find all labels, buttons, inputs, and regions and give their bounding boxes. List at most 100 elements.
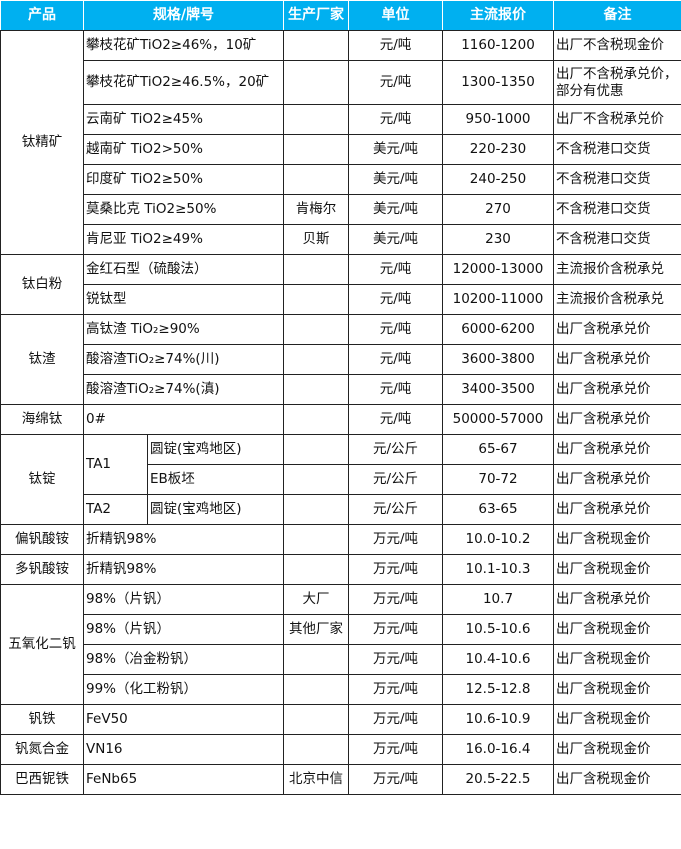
- note-cell: 出厂含税现金价: [553, 674, 681, 705]
- price-cell: 10.4-10.6: [442, 644, 554, 675]
- grade-cell: TA2: [83, 494, 148, 525]
- table-row: 99%（化工粉钒） 万元/吨 12.5-12.8 出厂含税现金价: [1, 674, 681, 705]
- maker-cell: [283, 134, 349, 165]
- product-cell: 钛白粉: [0, 254, 84, 315]
- unit-cell: 元/吨: [348, 374, 443, 405]
- note-cell: 出厂含税现金价: [553, 554, 681, 585]
- grade-cell: TA1: [83, 434, 148, 495]
- price-cell: 10.5-10.6: [442, 614, 554, 645]
- note-cell: 出厂含税承兑价: [553, 464, 681, 495]
- price-cell: 1300-1350: [442, 60, 554, 105]
- maker-cell: [283, 374, 349, 405]
- spec-cell: EB板坯: [147, 464, 284, 495]
- price-cell: 950-1000: [442, 104, 554, 135]
- table-row: 攀枝花矿TiO2≥46.5%，20矿 元/吨 1300-1350 出厂不含税承兑价，部…: [1, 60, 681, 105]
- table-row: 云南矿 TiO2≥45% 元/吨 950-1000 出厂不含税承兑价: [1, 104, 681, 135]
- note-cell: 不含税港口交货: [553, 194, 681, 225]
- unit-cell: 美元/吨: [348, 194, 443, 225]
- maker-cell: [283, 104, 349, 135]
- price-cell: 63-65: [442, 494, 554, 525]
- unit-cell: 元/公斤: [348, 434, 443, 465]
- spec-cell: 圆锭(宝鸡地区): [147, 494, 284, 525]
- unit-cell: 元/吨: [348, 284, 443, 315]
- price-cell: 270: [442, 194, 554, 225]
- table-row: TA2 圆锭(宝鸡地区) 元/公斤 63-65 出厂含税承兑价: [1, 494, 681, 525]
- note-cell: 出厂含税现金价: [553, 614, 681, 645]
- note-cell: 主流报价含税承兑: [553, 254, 681, 285]
- note-cell: 出厂含税现金价: [553, 734, 681, 765]
- product-cell: 五氧化二钒: [0, 584, 84, 705]
- spec-cell: 金红石型（硫酸法）: [83, 254, 284, 285]
- price-cell: 65-67: [442, 434, 554, 465]
- note-cell: 主流报价含税承兑: [553, 284, 681, 315]
- spec-cell: 折精钒98%: [83, 554, 284, 585]
- spec-cell: 98%（冶金粉钒）: [83, 644, 284, 675]
- spec-cell: FeNb65: [83, 764, 284, 795]
- spec-cell: 莫桑比克 TiO2≥50%: [83, 194, 284, 225]
- table-row: 钒铁 FeV50 万元/吨 10.6-10.9 出厂含税现金价: [0, 704, 681, 735]
- product-cell: 钛精矿: [0, 30, 84, 255]
- unit-cell: 元/吨: [348, 404, 443, 435]
- maker-cell: [283, 314, 349, 345]
- note-cell: 出厂含税承兑价: [553, 434, 681, 465]
- note-cell: 出厂含税现金价: [553, 704, 681, 735]
- spec-cell: FeV50: [83, 704, 284, 735]
- unit-cell: 万元/吨: [348, 524, 443, 555]
- note-cell: 出厂含税现金价: [553, 524, 681, 555]
- spec-cell: VN16: [83, 734, 284, 765]
- table-row: 偏钒酸铵 折精钒98% 万元/吨 10.0-10.2 出厂含税现金价: [0, 524, 681, 555]
- maker-cell: 肯梅尔: [283, 194, 349, 225]
- table-row: 钛渣 高钛渣 TiO₂≥90% 元/吨 6000-6200 出厂含税承兑价: [0, 314, 681, 405]
- price-cell: 1160-1200: [442, 30, 554, 61]
- table-row: 锐钛型 元/吨 10200-11000 主流报价含税承兑: [1, 284, 681, 315]
- maker-cell: [283, 60, 349, 105]
- product-cell: 多钒酸铵: [0, 554, 84, 585]
- header-product: 产品: [0, 0, 84, 31]
- spec-cell: 云南矿 TiO2≥45%: [83, 104, 284, 135]
- header-note: 备注: [553, 0, 681, 31]
- table-row: 酸溶渣TiO₂≥74%(川) 元/吨 3600-3800 出厂含税承兑价: [1, 344, 681, 375]
- unit-cell: 万元/吨: [348, 764, 443, 795]
- maker-cell: 其他厂家: [283, 614, 349, 645]
- maker-cell: 贝斯: [283, 224, 349, 255]
- spec-cell: 锐钛型: [83, 284, 284, 315]
- table-row: 钛锭 TA1 圆锭(宝鸡地区) 元/公斤 65-67 出厂含税承兑价: [0, 434, 681, 525]
- spec-cell: 肯尼亚 TiO2≥49%: [83, 224, 284, 255]
- maker-cell: [283, 404, 349, 435]
- header-maker: 生产厂家: [283, 0, 349, 31]
- note-cell: 出厂含税现金价: [553, 764, 681, 795]
- price-cell: 10.0-10.2: [442, 524, 554, 555]
- maker-cell: [283, 494, 349, 525]
- price-cell: 70-72: [442, 464, 554, 495]
- maker-cell: [283, 644, 349, 675]
- unit-cell: 万元/吨: [348, 614, 443, 645]
- maker-cell: [283, 734, 349, 765]
- price-cell: 10.6-10.9: [442, 704, 554, 735]
- table-row: 越南矿 TiO2>50% 美元/吨 220-230 不含税港口交货: [1, 134, 681, 165]
- table-row: 莫桑比克 TiO2≥50% 肯梅尔 美元/吨 270 不含税港口交货: [1, 194, 681, 225]
- unit-cell: 万元/吨: [348, 704, 443, 735]
- product-cell: 钛锭: [0, 434, 84, 525]
- product-cell: 巴西铌铁: [0, 764, 84, 795]
- table-row: 钛白粉 金红石型（硫酸法） 元/吨 12000-13000 主流报价含税承兑: [0, 254, 681, 315]
- spec-cell: 攀枝花矿TiO2≥46%，10矿: [83, 30, 284, 61]
- note-cell: 出厂含税承兑价: [553, 374, 681, 405]
- maker-cell: [283, 554, 349, 585]
- price-cell: 220-230: [442, 134, 554, 165]
- maker-cell: [283, 254, 349, 285]
- product-cell: 钒铁: [0, 704, 84, 735]
- table-row: 巴西铌铁 FeNb65 北京中信 万元/吨 20.5-22.5 出厂含税现金价: [0, 764, 681, 795]
- header-spec: 规格/牌号: [83, 0, 284, 31]
- table-row: 肯尼亚 TiO2≥49% 贝斯 美元/吨 230 不含税港口交货: [1, 224, 681, 255]
- price-cell: 12000-13000: [442, 254, 554, 285]
- spec-cell: 印度矿 TiO2≥50%: [83, 164, 284, 195]
- note-cell: 出厂含税承兑价: [553, 344, 681, 375]
- table-row: 钛精矿 攀枝花矿TiO2≥46%，10矿 元/吨 1160-1200 出厂不含税现金价: [0, 30, 681, 255]
- price-cell: 10.7: [442, 584, 554, 615]
- unit-cell: 元/吨: [348, 60, 443, 105]
- table-row: 海绵钛 0# 元/吨 50000-57000 出厂含税承兑价: [0, 404, 681, 435]
- spec-cell: 攀枝花矿TiO2≥46.5%，20矿: [83, 60, 284, 105]
- product-cell: 钛渣: [0, 314, 84, 405]
- unit-cell: 万元/吨: [348, 674, 443, 705]
- spec-cell: 98%（片钒）: [83, 614, 284, 645]
